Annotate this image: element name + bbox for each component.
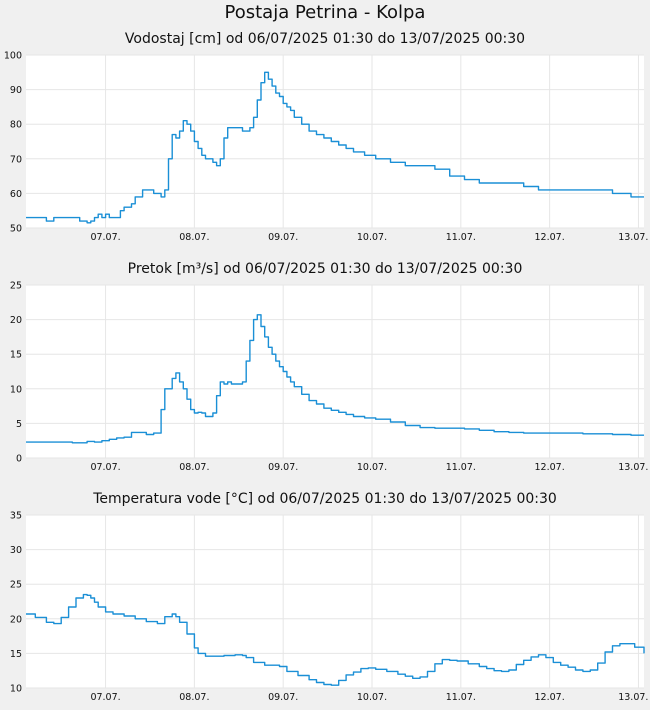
x-tick-label: 11.07. (446, 692, 476, 703)
y-tick-label: 15 (10, 649, 22, 660)
y-tick-label: 20 (10, 614, 22, 625)
series-line (26, 593, 645, 686)
y-tick-label: 10 (10, 684, 22, 695)
x-tick-label: 12.07. (535, 232, 565, 243)
x-tick-label: 13.07. (618, 692, 648, 703)
y-tick-label: 80 (10, 120, 22, 131)
x-tick-label: 10.07. (357, 462, 387, 473)
y-tick-label: 20 (10, 315, 22, 326)
y-tick-label: 30 (10, 545, 22, 556)
chart-vodostaj: 50 60 70 80 90 100 07.07. 08.07. 09.07. 10.07. 11.… (4, 51, 649, 244)
y-tick-label: 25 (10, 580, 22, 591)
x-tick-label: 08.07. (179, 462, 209, 473)
chart-pretok: 0 5 10 15 20 25 07.07. 08.07. 09.07. 10.07. 11.07.… (10, 281, 649, 474)
x-tick-label: 13.07. (618, 462, 648, 473)
x-tick-label: 10.07. (357, 692, 387, 703)
x-tick-label: 08.07. (179, 232, 209, 243)
x-tick-label: 10.07. (357, 232, 387, 243)
chart-temperatura: 10 15 20 25 30 35 07.07. 08.07. 09.07. 10.07. 11.0… (10, 511, 649, 704)
plot-area (26, 515, 644, 688)
y-tick-label: 50 (10, 224, 22, 235)
y-tick-label: 90 (10, 85, 22, 96)
y-tick-label: 0 (16, 454, 22, 465)
x-tick-label: 11.07. (446, 232, 476, 243)
plot-area (26, 285, 644, 458)
series-line (26, 71, 644, 224)
y-tick-label: 15 (10, 350, 22, 361)
chart-title-temperatura: Temperatura vode [°C] od 06/07/2025 01:3… (93, 491, 557, 507)
chart-title-pretok: Pretok [m³/s] od 06/07/2025 01:30 do 13/… (127, 261, 523, 277)
y-tick-label: 100 (4, 51, 22, 62)
x-tick-label: 08.07. (179, 692, 209, 703)
series-line (26, 314, 644, 444)
x-tick-label: 09.07. (268, 462, 298, 473)
x-tick-label: 07.07. (90, 462, 120, 473)
x-tick-label: 11.07. (446, 462, 476, 473)
y-tick-label: 5 (16, 419, 22, 430)
x-tick-label: 07.07. (90, 232, 120, 243)
x-tick-label: 07.07. (90, 692, 120, 703)
y-tick-label: 10 (10, 384, 22, 395)
y-tick-label: 70 (10, 154, 22, 165)
y-tick-label: 35 (10, 511, 22, 522)
x-tick-label: 09.07. (268, 232, 298, 243)
chart-title-vodostaj: Vodostaj [cm] od 06/07/2025 01:30 do 13/… (124, 31, 526, 47)
page-title: Postaja Petrina - Kolpa (224, 2, 426, 23)
x-tick-label: 09.07. (268, 692, 298, 703)
x-tick-label: 12.07. (535, 462, 565, 473)
y-tick-label: 25 (10, 281, 22, 292)
x-tick-label: 12.07. (535, 692, 565, 703)
x-tick-label: 13.07. (618, 232, 648, 243)
y-tick-label: 60 (10, 189, 22, 200)
